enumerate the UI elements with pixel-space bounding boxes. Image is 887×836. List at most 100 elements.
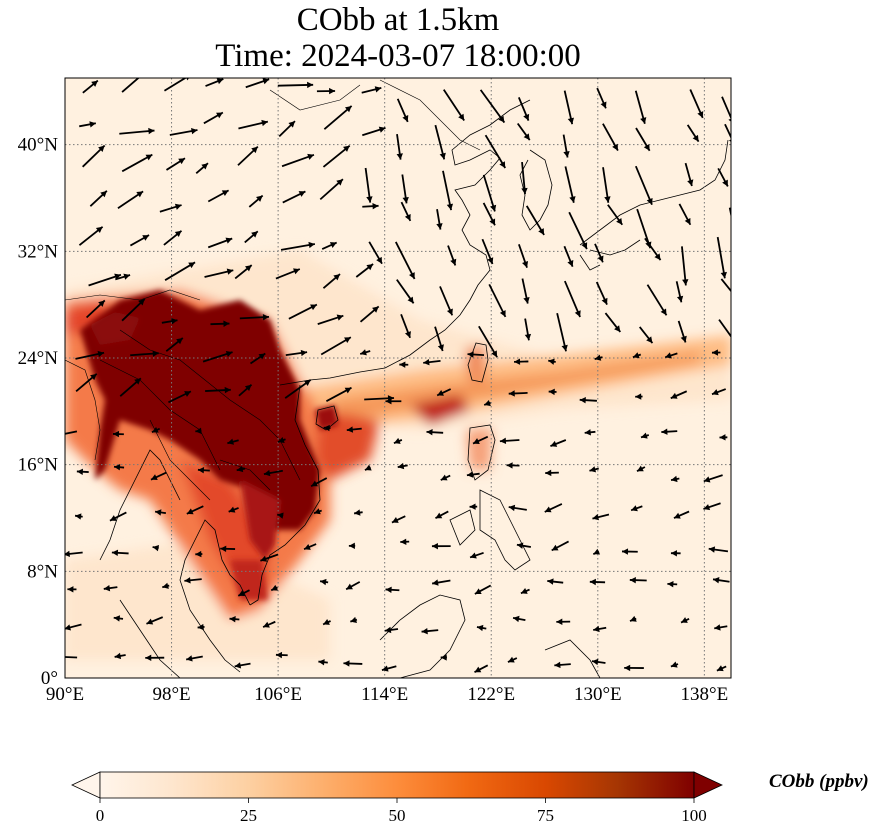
wind-vector: [207, 237, 233, 249]
wind-vector: [195, 550, 203, 558]
lat-tick-label: 40°N: [18, 135, 59, 156]
wind-vector: [146, 616, 164, 625]
wind-vector: [563, 90, 575, 125]
colorbar-gradient: [99, 771, 695, 799]
wind-vector: [436, 209, 443, 230]
wind-vector: [562, 134, 570, 158]
wind-vector: [550, 439, 567, 447]
wind-vector: [228, 506, 239, 513]
wind-vector: [431, 579, 451, 586]
wind-vector: [442, 170, 454, 211]
wind-vector: [195, 162, 209, 175]
wind-vector: [186, 505, 204, 515]
wind-vector: [103, 584, 118, 592]
lat-tick-label: 24°N: [18, 348, 59, 369]
wind-vector: [361, 86, 382, 94]
wind-vector: [476, 624, 487, 632]
wind-vector: [237, 589, 250, 597]
wind-vector: [319, 578, 329, 586]
wind-vector: [640, 432, 650, 439]
wind-vector: [385, 398, 402, 405]
wind-vector: [244, 230, 259, 244]
wind-vector: [516, 122, 531, 141]
wind-vector: [395, 241, 416, 280]
wind-vector: [316, 87, 336, 95]
wind-vector: [556, 312, 568, 352]
wind-vector: [227, 438, 239, 445]
wind-vector: [563, 245, 574, 268]
wind-vector: [89, 190, 108, 207]
wind-vector: [114, 652, 126, 660]
wind-vector: [646, 284, 668, 316]
wind-vector: [635, 393, 643, 400]
coastlines: [65, 79, 729, 678]
wind-vector: [345, 581, 361, 591]
wind-vector: [521, 161, 528, 195]
wind-vector: [277, 512, 284, 519]
wind-vector: [479, 89, 506, 124]
wind-vector: [421, 627, 439, 635]
colorbar-ticks: 0 25 50 75 100: [96, 798, 707, 825]
wind-vector: [551, 540, 570, 552]
wind-vector: [591, 658, 606, 666]
wind-vector: [636, 465, 646, 473]
wind-vector: [499, 437, 520, 445]
wind-vector: [629, 576, 647, 584]
wind-vector: [670, 550, 681, 557]
wind-vector: [399, 361, 409, 368]
wind-vector: [195, 427, 202, 434]
wind-vector: [186, 655, 203, 662]
colorbar: 0 25 50 75 100 CObb (ppbv): [71, 771, 869, 825]
wind-vector: [604, 312, 622, 333]
wind-vector: [162, 582, 170, 589]
wind-vector: [121, 298, 146, 322]
wind-vector: [712, 577, 730, 584]
wind-vector: [621, 548, 638, 555]
concentration-field: [65, 78, 731, 678]
wind-vector: [282, 190, 306, 204]
wind-vector: [78, 226, 104, 246]
wind-vector: [716, 665, 727, 672]
lon-tick-label: 106°E: [254, 684, 302, 705]
wind-vector: [466, 471, 480, 478]
wind-vector: [507, 656, 518, 663]
wind-vectors: [65, 78, 731, 674]
wind-vector: [75, 373, 98, 392]
wind-vector: [512, 615, 526, 623]
wind-vector: [624, 664, 644, 672]
wind-vector: [447, 245, 457, 266]
wind-vector: [525, 205, 545, 236]
wind-vector: [634, 90, 647, 125]
wind-vector: [238, 383, 253, 397]
wind-vector: [205, 78, 224, 87]
wind-vector: [661, 428, 678, 435]
wind-vector: [270, 584, 279, 592]
wind-vector: [629, 615, 637, 622]
wind-vector: [396, 133, 403, 160]
wind-vector: [670, 390, 688, 400]
wind-vector: [111, 549, 129, 557]
wind-vector: [478, 325, 498, 358]
wind-vector: [121, 78, 140, 93]
wind-vector: [115, 273, 131, 281]
wind-vector: [391, 515, 406, 524]
wind-vector: [129, 234, 150, 247]
wind-vector: [719, 434, 728, 441]
wind-vector: [435, 510, 449, 520]
wind-vector: [714, 624, 728, 631]
wind-vector: [113, 615, 124, 622]
wind-vector: [467, 351, 485, 358]
colorbar-extend-low: [71, 771, 101, 799]
wind-vector: [434, 124, 446, 160]
wind-vector: [210, 320, 230, 327]
wind-vector: [280, 241, 316, 251]
wind-vector: [350, 616, 358, 623]
wind-vector: [82, 144, 106, 168]
wind-vector: [284, 379, 312, 399]
wind-vector: [322, 144, 351, 168]
wind-vector: [488, 284, 507, 318]
wind-vector: [348, 542, 356, 549]
colorbar-tick-label: 100: [681, 806, 707, 825]
wind-vector: [237, 145, 259, 166]
wind-vector: [721, 96, 731, 122]
